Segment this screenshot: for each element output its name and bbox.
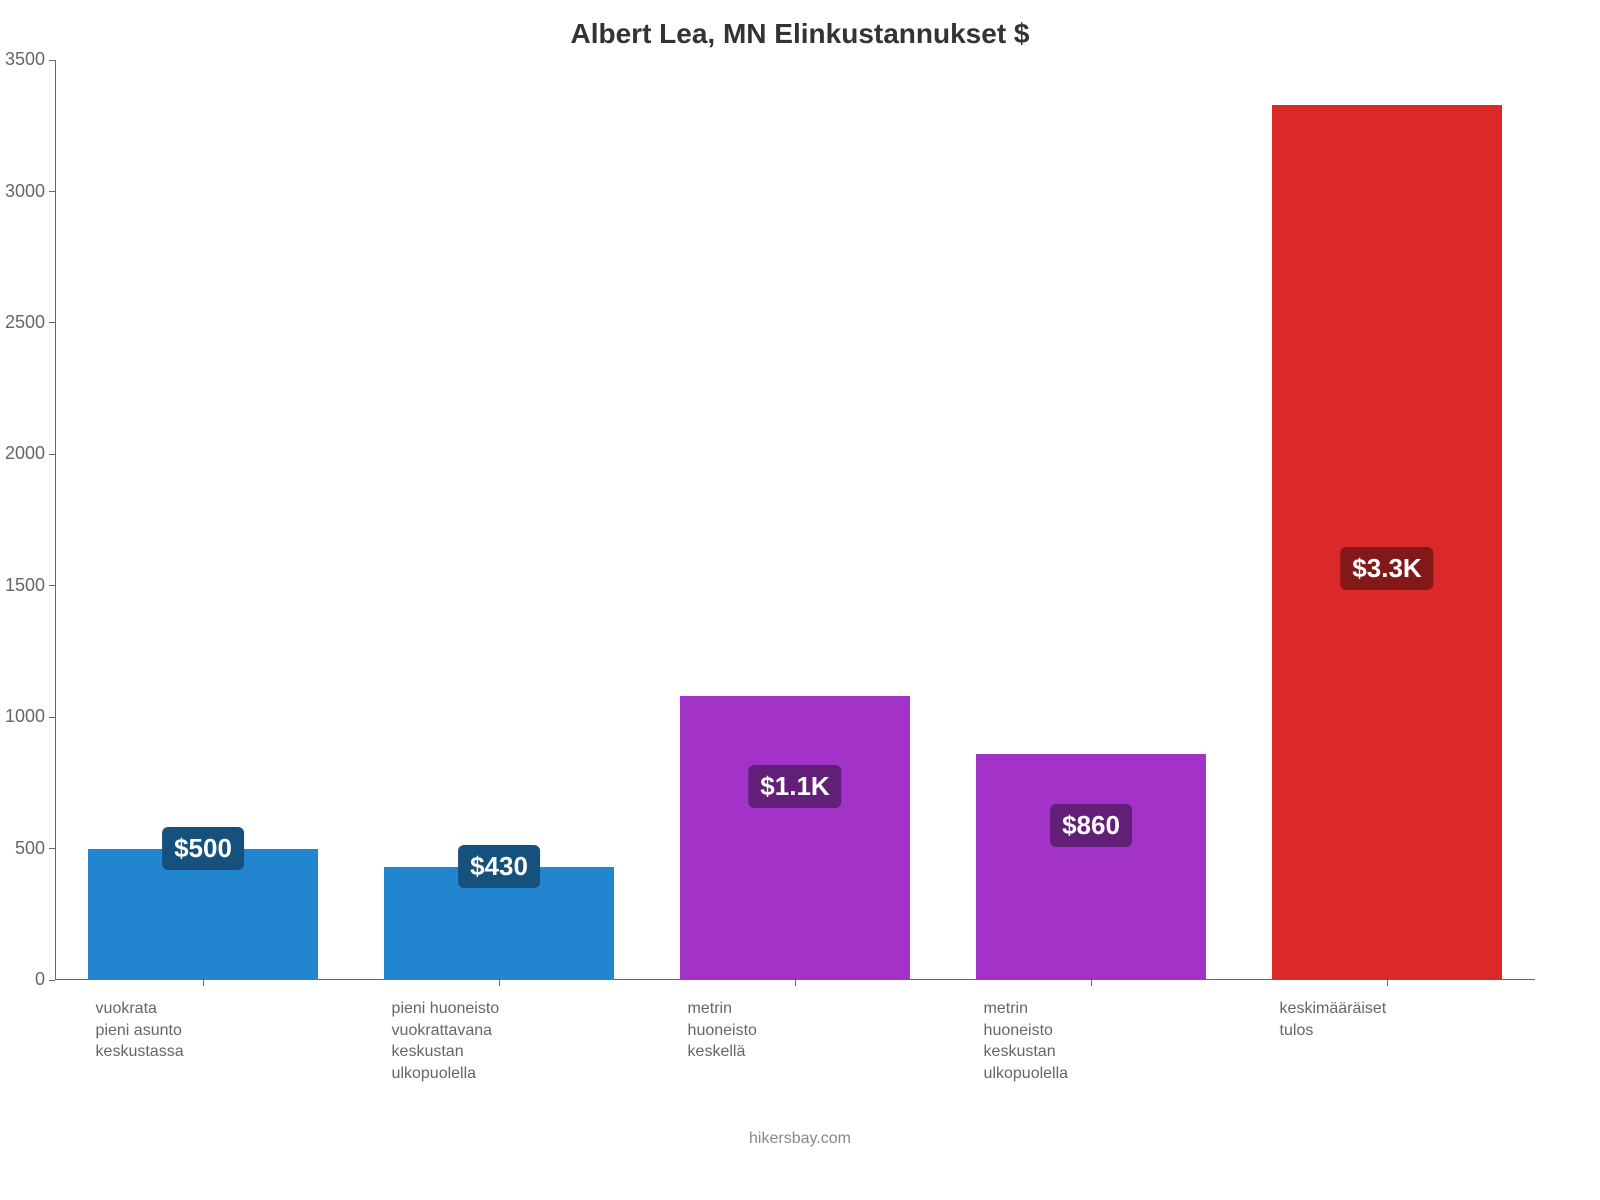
y-tick-label: 2500 — [0, 312, 45, 333]
y-tick-mark — [49, 717, 55, 718]
y-tick-mark — [49, 60, 55, 61]
y-tick-label: 1500 — [0, 575, 45, 596]
x-tick-mark — [795, 980, 796, 986]
bar-value-label: $1.1K — [748, 765, 841, 808]
y-tick-label: 1000 — [0, 706, 45, 727]
category-label: metrinhuoneistokeskustanulkopuolella — [984, 998, 1215, 1084]
y-axis-line — [55, 60, 56, 980]
bar — [680, 696, 911, 980]
bar-value-label: $500 — [162, 827, 244, 870]
y-tick-mark — [49, 191, 55, 192]
y-tick-mark — [49, 980, 55, 981]
bar-value-label: $3.3K — [1340, 547, 1433, 590]
y-tick-label: 0 — [0, 969, 45, 990]
category-label: vuokratapieni asuntokeskustassa — [96, 998, 327, 1063]
category-label: pieni huoneistovuokrattavanakeskustanulk… — [392, 998, 623, 1084]
category-label: metrinhuoneistokeskellä — [688, 998, 919, 1063]
y-tick-label: 2000 — [0, 443, 45, 464]
chart-title: Albert Lea, MN Elinkustannukset $ — [0, 18, 1600, 50]
plot-area: 0500100015002000250030003500$500vuokrata… — [55, 60, 1535, 980]
y-tick-mark — [49, 585, 55, 586]
bar-value-label: $860 — [1050, 804, 1132, 847]
y-tick-mark — [49, 322, 55, 323]
y-tick-mark — [49, 454, 55, 455]
y-tick-label: 500 — [0, 838, 45, 859]
chart-container: Albert Lea, MN Elinkustannukset $ 050010… — [0, 0, 1600, 1200]
attribution-text: hikersbay.com — [0, 1130, 1600, 1148]
x-tick-mark — [1091, 980, 1092, 986]
y-tick-mark — [49, 848, 55, 849]
bar — [976, 754, 1207, 980]
bar-value-label: $430 — [458, 845, 540, 888]
y-tick-label: 3000 — [0, 181, 45, 202]
x-tick-mark — [203, 980, 204, 986]
y-tick-label: 3500 — [0, 49, 45, 70]
x-tick-mark — [1387, 980, 1388, 986]
category-label: keskimääräisettulos — [1280, 998, 1511, 1041]
x-tick-mark — [499, 980, 500, 986]
bar — [1272, 105, 1503, 980]
